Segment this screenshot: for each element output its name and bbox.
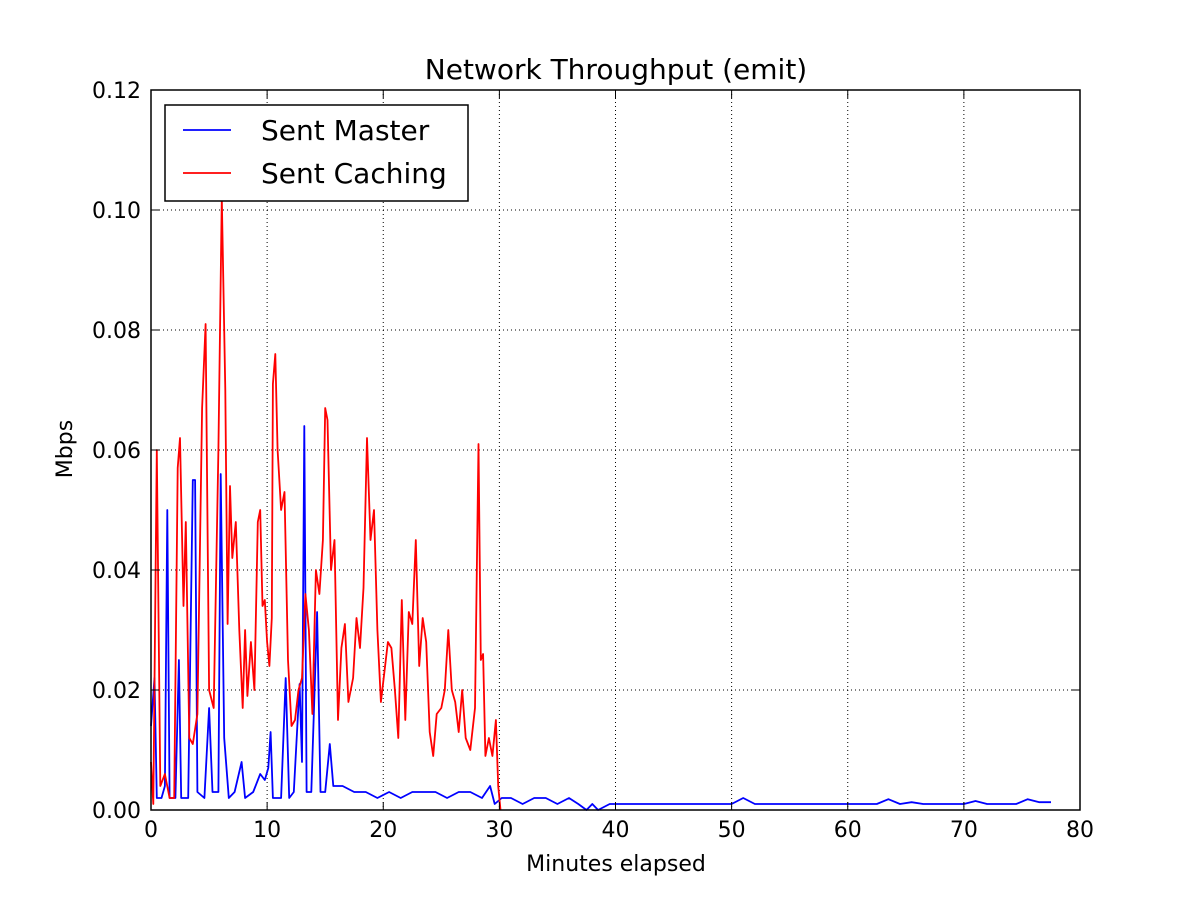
x-tick-label: 80 [1066, 818, 1094, 843]
y-axis-title: Mbps [53, 420, 78, 478]
x-tick-label: 30 [485, 818, 513, 843]
x-axis-title: Minutes elapsed [526, 852, 706, 877]
x-tick-label: 40 [602, 818, 630, 843]
x-tick-label: 10 [253, 818, 281, 843]
x-tick-label: 50 [718, 818, 746, 843]
chart-title: Network Throughput (emit) [425, 53, 807, 86]
x-tick-label: 60 [834, 818, 862, 843]
y-tick-label: 0.12 [92, 79, 141, 104]
x-tick-label: 70 [950, 818, 978, 843]
y-tick-label: 0.00 [92, 799, 141, 824]
legend-label-sent-master: Sent Master [261, 114, 430, 147]
legend-label-sent-caching: Sent Caching [261, 157, 447, 190]
series-line-sent-caching [150, 197, 502, 811]
x-tick-label: 0 [144, 818, 158, 843]
grid [151, 90, 1080, 810]
y-tick-label: 0.10 [92, 199, 141, 224]
legend-box [164, 104, 469, 202]
y-tick-label: 0.06 [92, 439, 141, 464]
y-tick-label: 0.08 [92, 319, 141, 344]
series-layer [150, 197, 1051, 811]
y-tick-label: 0.02 [92, 679, 141, 704]
x-tick-label: 20 [369, 818, 397, 843]
legend: Sent Master Sent Caching [164, 104, 469, 202]
tick-labels: 0 10 20 30 40 50 60 70 80 0.00 0.02 0.04 0.06 0.08 0.1… [92, 79, 1094, 843]
series-line-sent-master [150, 425, 1051, 811]
y-tick-label: 0.04 [92, 559, 141, 584]
ticks [150, 89, 1081, 811]
